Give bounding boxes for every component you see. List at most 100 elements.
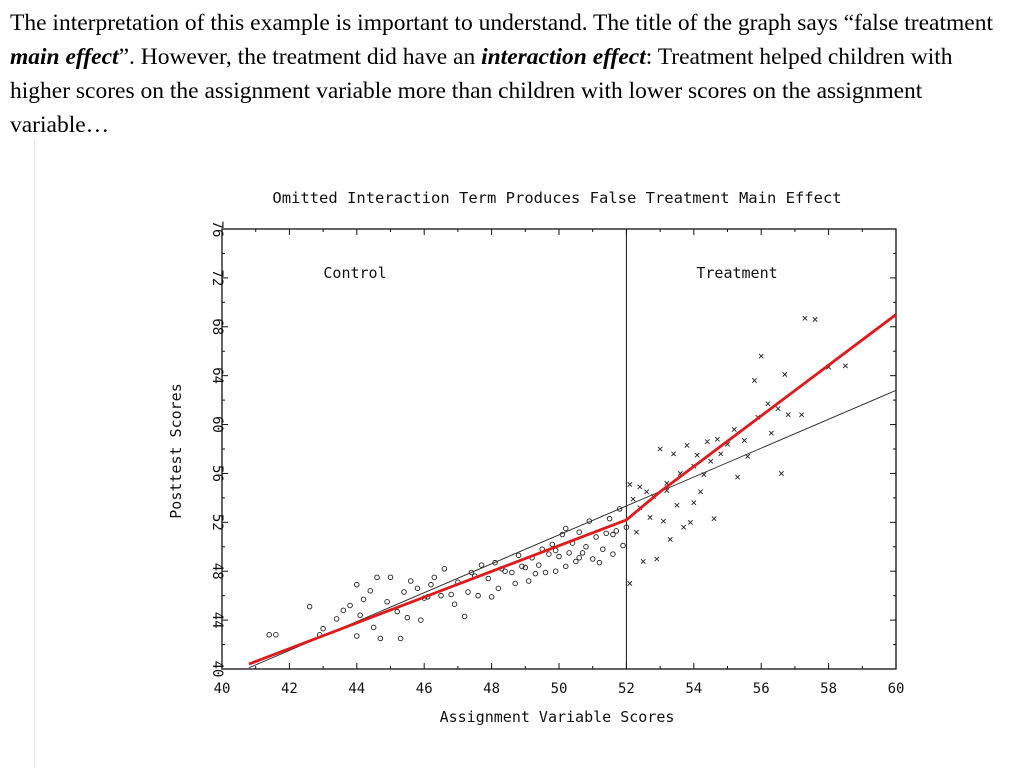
y-tick-label: 72 — [209, 269, 225, 286]
control-point — [354, 581, 360, 588]
control-point — [600, 546, 606, 552]
treatment-point — [708, 458, 714, 464]
control-point — [387, 574, 394, 581]
chart-title: Omitted Interaction Term Produces False … — [272, 189, 841, 207]
control-point — [525, 578, 532, 584]
control-point — [603, 530, 609, 537]
treatment-point — [714, 436, 720, 442]
treatment-point — [637, 484, 643, 490]
fit-line-interaction — [248, 313, 897, 666]
treatment-point — [731, 426, 737, 432]
control-point — [589, 556, 596, 562]
axis-tick-labels: 40 42 44 46 48 50 52 54 56 58 60 40 44 48 52 56 60 64 68 72… — [209, 221, 904, 697]
x-tick-label: 50 — [551, 681, 568, 697]
control-point — [414, 585, 421, 592]
treatment-point — [660, 518, 666, 524]
y-tick-label: 40 — [209, 661, 225, 678]
treatment-point — [758, 353, 764, 359]
control-point — [623, 524, 630, 530]
x-tick-label: 48 — [483, 681, 500, 697]
data-points — [266, 315, 848, 642]
control-label: Control — [323, 264, 386, 282]
treatment-point — [799, 412, 805, 418]
control-point — [394, 608, 400, 615]
control-point — [431, 574, 438, 581]
control-point — [495, 585, 502, 592]
treatment-point — [644, 489, 650, 495]
control-point — [562, 563, 569, 570]
control-point — [549, 541, 556, 548]
treatment-point — [647, 514, 653, 520]
control-point — [546, 551, 552, 557]
y-tick-label: 60 — [209, 416, 225, 433]
x-tick-label: 46 — [416, 681, 433, 697]
control-point — [451, 601, 458, 607]
control-point — [347, 602, 353, 609]
control-point — [475, 592, 481, 599]
treatment-point — [842, 363, 848, 369]
x-tick-label: 56 — [753, 681, 770, 697]
treatment-point — [812, 316, 818, 322]
y-tick-label: 64 — [209, 367, 225, 384]
control-point — [613, 528, 620, 534]
control-point — [576, 555, 582, 561]
control-point — [333, 616, 340, 622]
control-point — [465, 589, 471, 595]
control-point — [273, 632, 279, 638]
control-point — [266, 632, 272, 638]
x-tick-label: 52 — [618, 681, 635, 697]
treatment-point — [768, 430, 774, 436]
y-tick-label: 68 — [209, 318, 225, 335]
slide-paragraph: The interpretation of this example is im… — [10, 6, 1010, 142]
treatment-point — [674, 502, 680, 508]
control-point — [502, 568, 508, 574]
paragraph-part-3: ”. However, the treatment did have an — [118, 44, 482, 70]
control-point — [606, 515, 613, 522]
control-point — [519, 563, 525, 570]
control-point — [360, 596, 367, 603]
control-point — [354, 633, 360, 639]
control-point — [384, 599, 390, 605]
control-point — [397, 635, 404, 642]
control-point — [536, 562, 542, 568]
y-axis-label: Posttest Scores — [167, 383, 185, 518]
control-point — [306, 603, 313, 610]
slide-left-rule — [34, 140, 35, 768]
control-point — [468, 569, 475, 576]
paragraph-part-5: : Treatment helped children with higher … — [10, 44, 953, 138]
x-tick-label: 60 — [888, 681, 905, 697]
control-point — [552, 568, 559, 574]
treatment-point — [765, 401, 771, 407]
control-point — [448, 591, 454, 598]
control-point — [532, 570, 539, 577]
treatment-point — [691, 500, 697, 506]
control-point — [488, 594, 495, 600]
treatment-point — [627, 580, 633, 586]
control-point — [407, 578, 414, 584]
control-point — [576, 529, 582, 535]
x-axis-label: Assignment Variable Scores — [440, 708, 675, 726]
control-point — [441, 566, 448, 572]
control-point — [596, 559, 603, 566]
treatment-point — [775, 406, 781, 412]
y-tick-label: 52 — [209, 514, 225, 531]
fit-lines — [248, 313, 897, 669]
treatment-point — [741, 437, 747, 443]
control-point — [562, 525, 569, 532]
control-point — [478, 562, 485, 568]
control-point — [418, 617, 424, 623]
treatment-point — [704, 439, 710, 445]
control-point — [515, 552, 522, 559]
x-tick-label: 44 — [348, 681, 365, 697]
control-point — [401, 589, 407, 595]
treatment-point — [657, 446, 663, 452]
control-point — [374, 574, 380, 581]
treatment-point — [785, 412, 791, 418]
y-tick-label: 48 — [209, 563, 225, 580]
control-point — [509, 569, 515, 576]
control-point — [620, 542, 626, 549]
treatment-point — [630, 496, 636, 502]
treatment-point — [640, 558, 646, 564]
treatment-point — [751, 378, 757, 384]
